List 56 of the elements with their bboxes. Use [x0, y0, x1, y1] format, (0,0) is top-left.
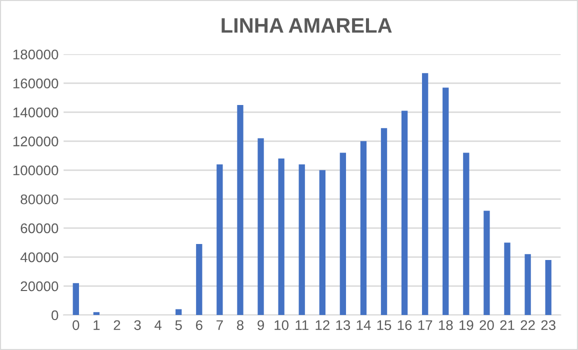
y-tick-label: 40000	[20, 252, 58, 262]
x-tick-label: 19	[460, 320, 474, 330]
x-tick-label: 16	[398, 320, 412, 330]
bar	[504, 242, 510, 315]
x-tick-label: 1	[94, 320, 100, 330]
x-tick-label: 17	[418, 320, 432, 330]
y-tick-label: 120000	[13, 136, 58, 146]
chart-title: LINHA AMARELA	[222, 18, 392, 33]
y-tick-label: 60000	[20, 223, 58, 234]
x-tick-label: 20	[480, 320, 494, 330]
x-tick-label: 0	[72, 320, 80, 330]
bar	[463, 152, 470, 315]
x-tick-label: 23	[541, 320, 556, 330]
x-tick-label: 8	[236, 320, 244, 330]
bar	[176, 309, 182, 315]
x-tick-label: 4	[154, 320, 162, 330]
y-tick-label: 180000	[13, 50, 58, 60]
y-tick-label: 0	[52, 310, 58, 320]
x-tick-label: 11	[296, 320, 308, 330]
y-tick-label: 100000	[13, 165, 58, 176]
bar	[278, 158, 284, 315]
x-tick-label: 12	[316, 320, 330, 330]
bar	[524, 254, 531, 315]
x-tick-label: 7	[216, 320, 223, 330]
x-tick-label: 15	[377, 320, 392, 330]
bar	[298, 164, 305, 315]
bar	[484, 210, 490, 315]
bar	[401, 110, 408, 315]
x-tick-label: 9	[258, 320, 264, 330]
bar	[422, 73, 428, 315]
bar	[93, 312, 100, 315]
x-tick-label: 18	[438, 320, 453, 330]
y-tick-label: 140000	[13, 108, 58, 118]
bar	[442, 88, 449, 315]
bar	[545, 260, 552, 315]
y-tick-label: 80000	[20, 194, 58, 204]
x-tick-label: 10	[274, 320, 288, 330]
y-tick-label: 160000	[13, 78, 58, 88]
y-tick-label: 20000	[20, 281, 58, 292]
bar	[196, 244, 202, 315]
x-tick-label: 5	[175, 320, 182, 330]
x-tick-label: 3	[134, 320, 141, 330]
x-tick-label: 6	[196, 320, 202, 330]
bar	[237, 104, 244, 315]
x-tick-label: 2	[114, 320, 120, 330]
x-tick-label: 21	[500, 320, 514, 330]
bar	[216, 164, 223, 315]
bar	[380, 128, 388, 315]
x-tick-label: 14	[356, 320, 371, 330]
x-tick-label: 22	[520, 320, 535, 330]
bar	[258, 138, 264, 315]
bar	[360, 141, 367, 315]
x-tick-label: 13	[336, 320, 350, 330]
bar	[72, 283, 79, 315]
bar	[340, 152, 346, 315]
bar	[319, 170, 326, 315]
